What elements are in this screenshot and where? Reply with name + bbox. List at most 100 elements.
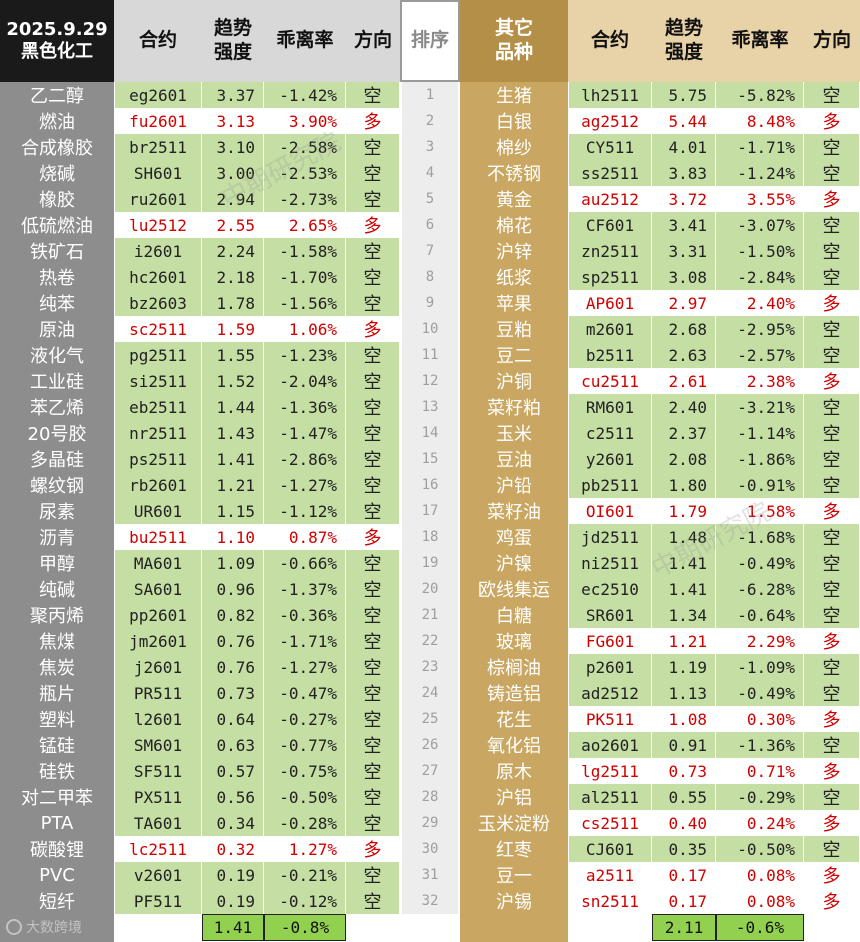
right-deviation-rate: 1.58% [716,498,803,524]
rank-number: 20 [421,581,439,597]
left-trend-strength: 3.00 [202,160,263,186]
left-direction: 空 [346,420,399,446]
left-trend-strength: 1.21 [202,472,263,498]
right-direction: 多 [804,290,859,316]
right-deviation-header: 乖离率 [716,0,804,82]
left-contract-code: lc2511 [115,836,201,862]
left-trend-strength: 1.43 [202,420,263,446]
left-contract-code: j2601 [115,654,201,680]
right-deviation-rate: -1.24% [716,160,803,186]
left-contract-code: UR601 [115,498,201,524]
rank-number: 12 [421,373,439,389]
right-commodity-name: 白糖 [460,602,568,628]
right-trend-strength: 1.41 [652,576,715,602]
left-direction: 多 [346,836,399,862]
left-trend-strength: 1.44 [202,394,263,420]
brand-logo-icon [6,919,22,935]
right-trend-strength: 5.44 [652,108,715,134]
right-contract-code: pb2511 [569,472,651,498]
left-commodity-name: 甲醇 [0,550,114,576]
left-deviation-rate: 1.27% [264,836,345,862]
right-direction: 空 [804,602,859,628]
rank-number: 8 [425,269,435,285]
left-contract-code: fu2601 [115,108,201,134]
right-direction: 多 [804,186,859,212]
left-direction: 空 [346,628,399,654]
left-direction: 空 [346,862,399,888]
left-deviation-rate: -0.12% [264,888,345,914]
left-trend-strength: 1.55 [202,342,263,368]
right-contract-code: m2601 [569,316,651,342]
rank-number: 13 [421,399,439,415]
rank-number: 16 [421,477,439,493]
right-contract-code: PK511 [569,706,651,732]
left-commodity-name: 铁矿石 [0,238,114,264]
left-contract-code: l2601 [115,706,201,732]
left-direction: 空 [346,186,399,212]
rank-number: 9 [425,295,435,311]
left-commodity-name: 低硫燃油 [0,212,114,238]
left-deviation-rate: -0.36% [264,602,345,628]
right-contract-code: cs2511 [569,810,651,836]
right-direction: 空 [804,394,859,420]
left-deviation-rate: -1.56% [264,290,345,316]
right-trend-strength: 0.17 [652,862,715,888]
right-direction: 多 [804,862,859,888]
left-commodity-name: 20号胶 [0,420,114,446]
left-trend-strength: 0.56 [202,784,263,810]
right-deviation-rate: -1.14% [716,420,803,446]
left-deviation-rate: -2.73% [264,186,345,212]
right-contract-code: ec2510 [569,576,651,602]
right-commodity-name: 沪铝 [460,784,568,810]
right-contract-code: SR601 [569,602,651,628]
right-commodity-name: 白银 [460,108,568,134]
right-direction: 空 [804,134,859,160]
left-deviation-rate: -1.27% [264,472,345,498]
left-commodity-name: 合成橡胶 [0,134,114,160]
left-contract-code: i2601 [115,238,201,264]
right-direction: 空 [804,420,859,446]
left-direction: 空 [346,290,399,316]
rank-number: 28 [421,789,439,805]
rank-number: 6 [425,217,435,233]
left-deviation-rate: -0.28% [264,810,345,836]
right-contract-code: ni2511 [569,550,651,576]
left-direction: 多 [346,108,399,134]
right-deviation-rate: -2.84% [716,264,803,290]
left-commodity-name: 短纤 [0,888,114,914]
right-trend-strength: 1.08 [652,706,715,732]
right-trend-strength: 2.97 [652,290,715,316]
left-trend-strength: 0.76 [202,628,263,654]
right-commodity-name: 豆油 [460,446,568,472]
left-commodity-name: 硅铁 [0,758,114,784]
right-deviation-rate: -1.68% [716,524,803,550]
left-commodity-name: 工业硅 [0,368,114,394]
left-trend-strength: 1.41 [202,446,263,472]
right-trend-strength: 3.72 [652,186,715,212]
left-contract-code: nr2511 [115,420,201,446]
left-contract-code: MA601 [115,550,201,576]
left-contract-code: ru2601 [115,186,201,212]
left-trend-strength: 1.15 [202,498,263,524]
right-deviation-rate: -6.28% [716,576,803,602]
right-strength-header: 趋势 强度 [652,0,716,82]
left-deviation-rate: -2.04% [264,368,345,394]
left-contract-code: pg2511 [115,342,201,368]
right-trend-strength: 1.48 [652,524,715,550]
left-contract-code: jm2601 [115,628,201,654]
rank-number: 31 [421,867,439,883]
right-deviation-average: -0.6% [716,914,804,941]
right-trend-strength: 1.79 [652,498,715,524]
left-deviation-rate: -1.27% [264,654,345,680]
right-commodity-name: 沪锡 [460,888,568,914]
right-trend-strength: 0.73 [652,758,715,784]
right-contract-code: al2511 [569,784,651,810]
right-commodity-name: 红枣 [460,836,568,862]
right-deviation-rate: -3.21% [716,394,803,420]
left-trend-strength: 0.82 [202,602,263,628]
left-contract-header: 合约 [114,0,202,82]
left-contract-code: lu2512 [115,212,201,238]
right-direction: 空 [804,264,859,290]
left-contract-code: TA601 [115,810,201,836]
left-commodity-name: 烧碱 [0,160,114,186]
